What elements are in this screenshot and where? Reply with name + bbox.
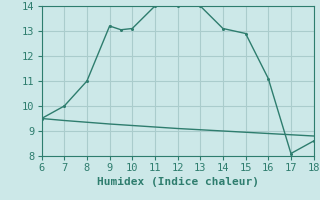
X-axis label: Humidex (Indice chaleur): Humidex (Indice chaleur) [97,177,259,187]
